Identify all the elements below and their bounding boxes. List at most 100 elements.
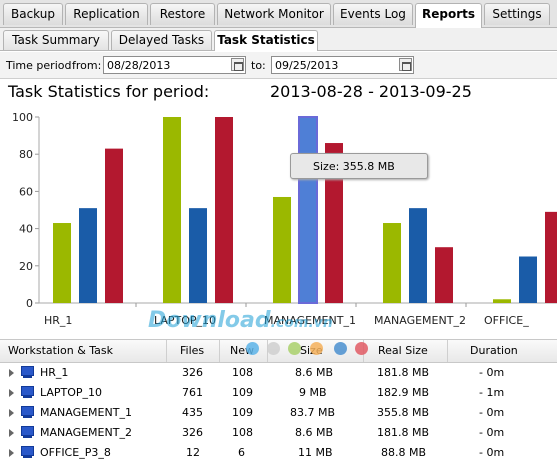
real-size-value: 355.8 MB bbox=[377, 406, 430, 419]
bar-hr-1-series-3[interactable] bbox=[105, 148, 123, 303]
size-value: 9 MB bbox=[299, 386, 327, 399]
new-count: 108 bbox=[232, 426, 253, 439]
y-tick-label: 60 bbox=[19, 185, 33, 198]
from-calendar-icon[interactable] bbox=[231, 58, 244, 71]
workstation-name: MANAGEMENT_1 bbox=[40, 406, 132, 419]
size-tooltip: Size: 355.8 MB bbox=[290, 153, 428, 179]
workstation-name: LAPTOP_10 bbox=[40, 386, 103, 399]
subtab-delayed-tasks[interactable]: Delayed Tasks bbox=[111, 30, 212, 50]
real-size-value: 181.8 MB bbox=[377, 366, 430, 379]
x-tick-label: HR_1 bbox=[44, 314, 72, 327]
from-date-value: 08/28/2013 bbox=[107, 59, 171, 72]
to-date-value: 09/25/2013 bbox=[275, 59, 339, 72]
computer-icon bbox=[20, 386, 35, 398]
watermark-dot bbox=[355, 342, 368, 355]
bar-office--series-2[interactable] bbox=[519, 256, 537, 304]
table-row[interactable]: HR_1 326 108 8.6 MB 181.8 MB - 0m bbox=[0, 363, 557, 383]
tab-replication[interactable]: Replication bbox=[65, 3, 148, 25]
files-count: 761 bbox=[182, 386, 203, 399]
main-tab-bar: Backup Replication Restore Network Monit… bbox=[0, 0, 557, 28]
workstation-name: HR_1 bbox=[40, 366, 69, 379]
table-row[interactable]: OFFICE_P3_8 12 6 11 MB 88.8 MB - 0m bbox=[0, 443, 557, 463]
table-row[interactable]: LAPTOP_10 761 109 9 MB 182.9 MB - 1m bbox=[0, 383, 557, 403]
col-real-size[interactable]: Real Size bbox=[364, 340, 448, 362]
computer-icon bbox=[20, 406, 35, 418]
bar-management-2-series-1[interactable] bbox=[383, 223, 401, 303]
real-size-value: 88.8 MB bbox=[381, 446, 427, 459]
col-files[interactable]: Files bbox=[167, 340, 220, 362]
duration-value: - 0m bbox=[479, 366, 505, 379]
subtab-task-statistics[interactable]: Task Statistics bbox=[214, 30, 318, 51]
y-tick-label: 80 bbox=[19, 148, 33, 161]
task-statistics-chart: 0 20 40 60 80 100 HR_1 LAPTOP_10 MANAGEMENT_1 MAN… bbox=[0, 104, 557, 336]
bar-office--series-3[interactable] bbox=[545, 211, 557, 303]
x-tick-label: LAPTOP_10 bbox=[154, 314, 216, 327]
from-date-field[interactable]: 08/28/2013 bbox=[103, 56, 246, 74]
expand-arrow-icon[interactable] bbox=[9, 429, 14, 437]
size-value: 8.6 MB bbox=[295, 366, 334, 379]
files-count: 435 bbox=[182, 406, 203, 419]
real-size-value: 181.8 MB bbox=[377, 426, 430, 439]
table-row[interactable]: MANAGEMENT_2 326 108 8.6 MB 181.8 MB - 0… bbox=[0, 423, 557, 443]
y-tick-label: 100 bbox=[12, 111, 33, 124]
expand-arrow-icon[interactable] bbox=[9, 449, 14, 457]
size-value: 11 MB bbox=[298, 446, 333, 459]
tab-reports[interactable]: Reports bbox=[415, 3, 482, 28]
bar-laptop-10-series-1[interactable] bbox=[163, 117, 181, 303]
files-count: 326 bbox=[182, 366, 203, 379]
y-tick-label: 40 bbox=[19, 223, 33, 236]
files-count: 326 bbox=[182, 426, 203, 439]
to-label: to: bbox=[251, 59, 266, 72]
expand-arrow-icon[interactable] bbox=[9, 369, 14, 377]
new-count: 108 bbox=[232, 366, 253, 379]
time-period-label: Time period bbox=[6, 59, 72, 72]
to-date-field[interactable]: 09/25/2013 bbox=[271, 56, 414, 74]
from-label: from: bbox=[72, 59, 102, 72]
col-new[interactable]: New bbox=[220, 340, 268, 362]
watermark-logo: Download.com.vn bbox=[148, 308, 333, 333]
new-count: 109 bbox=[232, 386, 253, 399]
watermark-main: Download bbox=[148, 308, 271, 333]
tab-events-log[interactable]: Events Log bbox=[333, 3, 413, 25]
bar-management-1-series-3[interactable] bbox=[325, 143, 343, 303]
bar-laptop-10-series-2[interactable] bbox=[189, 208, 207, 303]
y-tick-label: 0 bbox=[26, 297, 33, 310]
col-workstation-task[interactable]: Workstation & Task bbox=[0, 340, 167, 362]
to-calendar-icon[interactable] bbox=[399, 58, 412, 71]
watermark-dot bbox=[246, 342, 259, 355]
col-duration[interactable]: Duration bbox=[470, 344, 518, 357]
chart-period-range: 2013-08-28 - 2013-09-25 bbox=[270, 82, 472, 101]
bar-hr-1-series-1[interactable] bbox=[53, 223, 71, 303]
tab-backup[interactable]: Backup bbox=[3, 3, 63, 25]
new-count: 6 bbox=[238, 446, 245, 459]
watermark-dot bbox=[310, 342, 323, 355]
bar-management-2-series-3[interactable] bbox=[435, 247, 453, 303]
duration-value: - 0m bbox=[479, 446, 505, 459]
time-period-bar: Time period from: 08/28/2013 to: 09/25/2… bbox=[0, 52, 557, 79]
watermark-dot bbox=[334, 342, 347, 355]
tab-network-monitor[interactable]: Network Monitor bbox=[217, 3, 331, 25]
watermark-dot bbox=[267, 342, 280, 355]
expand-arrow-icon[interactable] bbox=[9, 389, 14, 397]
table-row[interactable]: MANAGEMENT_1 435 109 83.7 MB 355.8 MB - … bbox=[0, 403, 557, 423]
duration-value: - 0m bbox=[479, 406, 505, 419]
report-subtab-bar: Task Summary Delayed Tasks Task Statisti… bbox=[0, 28, 557, 51]
real-size-value: 182.9 MB bbox=[377, 386, 430, 399]
bar-management-1-series-1[interactable] bbox=[273, 196, 291, 303]
computer-icon bbox=[20, 446, 35, 458]
expand-arrow-icon[interactable] bbox=[9, 409, 14, 417]
subtab-task-summary[interactable]: Task Summary bbox=[3, 30, 109, 50]
files-count: 12 bbox=[186, 446, 200, 459]
bar-hr-1-series-2[interactable] bbox=[79, 208, 97, 303]
tab-settings[interactable]: Settings bbox=[484, 3, 550, 25]
computer-icon bbox=[20, 366, 35, 378]
x-tick-label: MANAGEMENT_2 bbox=[374, 314, 466, 327]
duration-value: - 0m bbox=[479, 426, 505, 439]
computer-icon bbox=[20, 426, 35, 438]
bar-management-2-series-2[interactable] bbox=[409, 208, 427, 303]
bar-office--series-1[interactable] bbox=[493, 299, 511, 303]
tab-restore[interactable]: Restore bbox=[150, 3, 215, 25]
chart-title: Task Statistics for period: bbox=[8, 82, 210, 101]
bar-management-1-series-2[interactable] bbox=[298, 116, 318, 304]
bar-laptop-10-series-3[interactable] bbox=[215, 117, 233, 303]
